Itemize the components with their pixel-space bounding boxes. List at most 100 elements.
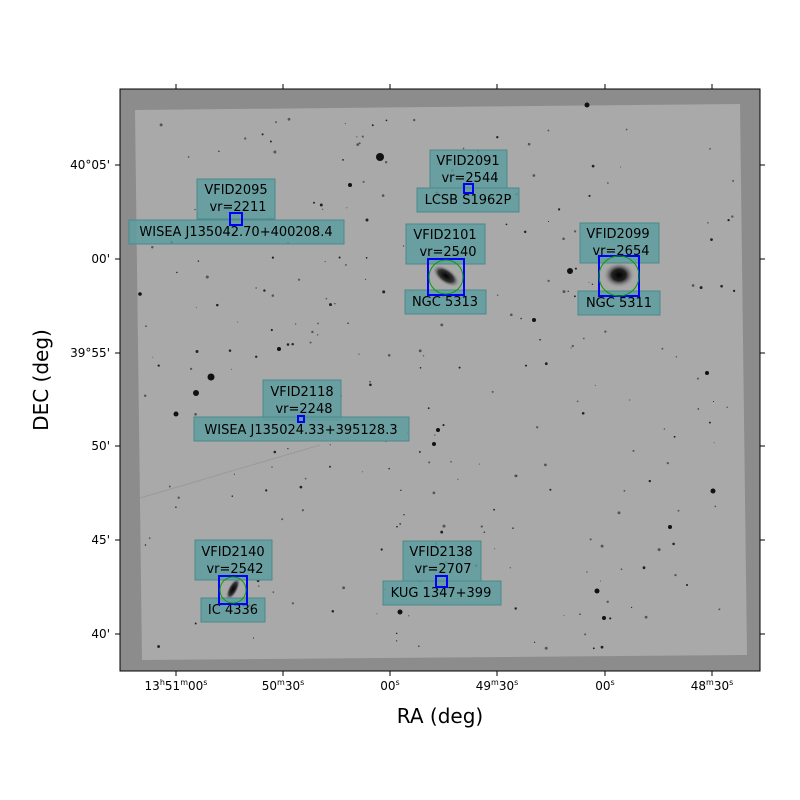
star [661, 347, 664, 350]
star [591, 283, 594, 286]
star [216, 303, 219, 307]
catalog-name-label: NGC 5311 [586, 296, 652, 311]
galaxy-ngc5311-image [603, 262, 635, 288]
star [718, 608, 721, 611]
star [625, 128, 628, 131]
star [491, 390, 494, 393]
catalog-box-vfid2138 [382, 580, 502, 606]
star [533, 641, 536, 643]
star [422, 355, 425, 357]
image-border [119, 88, 761, 672]
star [287, 117, 291, 121]
star [145, 325, 147, 328]
star [731, 215, 734, 218]
catalog-name-label: KUG 1347+399 [391, 586, 492, 601]
star [313, 201, 315, 204]
star [299, 485, 303, 489]
star [413, 118, 416, 122]
star [194, 412, 197, 416]
star [376, 613, 378, 615]
star [440, 530, 444, 534]
star [418, 645, 420, 647]
star [384, 161, 388, 164]
star [478, 463, 480, 465]
vr-label: vr=2248 [275, 402, 332, 417]
star [301, 509, 304, 512]
star [273, 150, 277, 154]
catalog-name-label: IC 4336 [208, 603, 258, 618]
star [271, 294, 275, 297]
marker-square-vfid2101 [427, 258, 465, 296]
star [358, 142, 361, 145]
star [567, 290, 569, 292]
star [269, 140, 272, 143]
star [176, 271, 178, 274]
star [496, 136, 499, 139]
star [668, 525, 672, 529]
star [427, 407, 430, 410]
star [505, 223, 508, 226]
star [604, 330, 607, 333]
x-tick-label: 50m30s [262, 678, 305, 693]
star [562, 290, 566, 294]
x-tick-label: 49m30s [476, 678, 519, 693]
star [432, 442, 436, 446]
star [582, 337, 585, 340]
star [709, 148, 711, 150]
star [520, 317, 522, 320]
star [720, 284, 723, 288]
star [584, 102, 590, 108]
star [629, 399, 631, 401]
marker-circle-vfid2101 [428, 259, 464, 295]
star [319, 203, 323, 207]
star [672, 542, 675, 546]
star [331, 609, 335, 613]
star [380, 548, 383, 551]
vfid-label: VFID2140 [201, 545, 264, 560]
star [272, 591, 275, 593]
star [648, 479, 651, 483]
star [157, 645, 161, 648]
star [231, 495, 234, 497]
star [563, 614, 565, 617]
star [699, 286, 703, 290]
star [570, 347, 572, 349]
star [316, 334, 319, 336]
marker-square-vfid2138 [435, 575, 448, 588]
star [677, 509, 680, 512]
star [381, 194, 385, 197]
x-tick-label: 48m30s [691, 678, 734, 693]
y-tick-label: 40°05' [70, 158, 110, 172]
label-box-vfid2140 [194, 539, 273, 581]
star [396, 525, 398, 528]
star [493, 508, 495, 511]
star [237, 321, 239, 323]
star [344, 123, 346, 125]
star [586, 571, 588, 573]
star [644, 615, 648, 619]
star [291, 342, 294, 346]
star [532, 174, 536, 177]
star [576, 400, 579, 403]
star [207, 373, 215, 381]
star [544, 362, 548, 366]
star [329, 303, 332, 307]
y-tick-label: 40' [91, 627, 110, 641]
star [708, 421, 711, 424]
star [458, 366, 461, 369]
star [462, 147, 465, 150]
y-tick-label: 00' [91, 252, 110, 266]
catalog-name-label: NGC 5313 [412, 295, 478, 310]
star [347, 322, 349, 324]
star [408, 615, 410, 617]
star [244, 137, 247, 140]
star [434, 434, 436, 436]
star [674, 573, 677, 577]
star [544, 646, 548, 650]
star [157, 364, 160, 367]
star [168, 485, 171, 488]
star [304, 477, 307, 480]
star [450, 460, 452, 463]
star [609, 617, 612, 620]
star [436, 428, 440, 432]
